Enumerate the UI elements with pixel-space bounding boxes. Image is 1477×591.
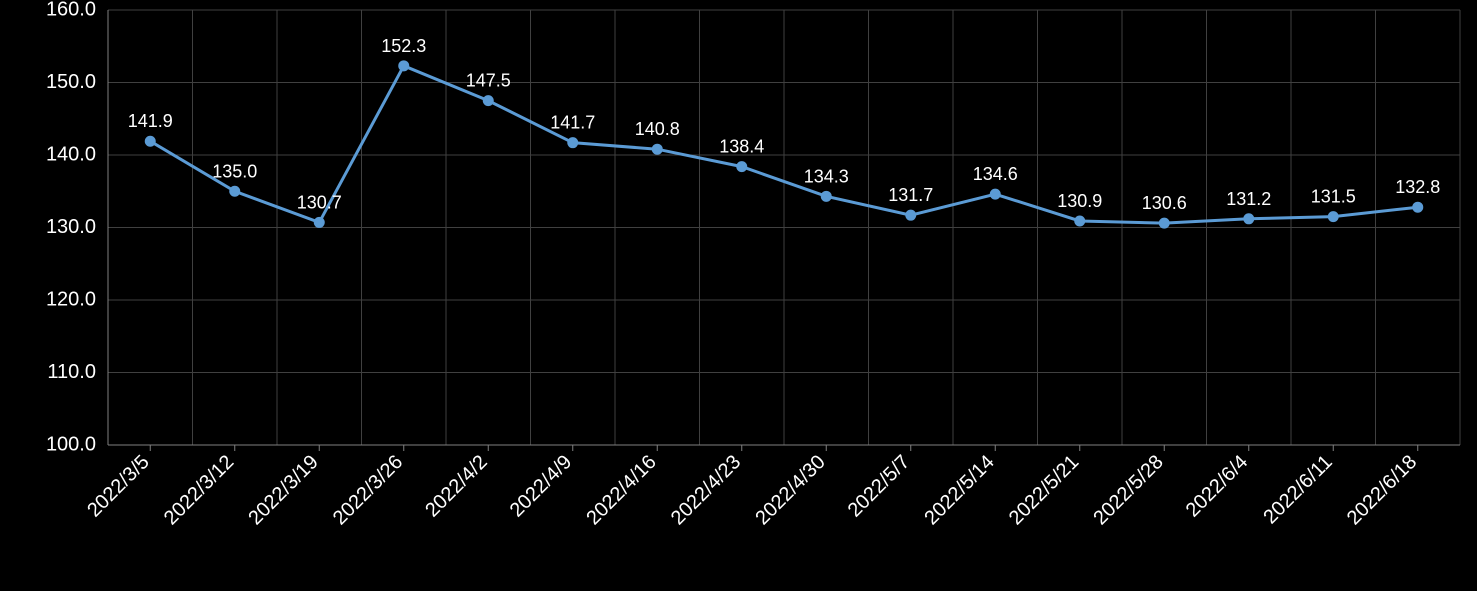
data-label: 147.5: [466, 71, 511, 91]
data-label: 130.9: [1057, 191, 1102, 211]
data-label: 134.6: [973, 164, 1018, 184]
data-label: 138.4: [719, 137, 764, 157]
data-point: [1328, 212, 1338, 222]
data-label: 131.5: [1311, 187, 1356, 207]
y-tick-label: 100.0: [46, 433, 96, 455]
data-label: 134.3: [804, 166, 849, 186]
chart-svg: 100.0110.0120.0130.0140.0150.0160.02022/…: [0, 0, 1477, 591]
data-point: [1413, 202, 1423, 212]
data-point: [1244, 214, 1254, 224]
y-tick-label: 150.0: [46, 71, 96, 93]
y-tick-label: 110.0: [47, 361, 96, 383]
data-point: [990, 189, 1000, 199]
data-point: [568, 138, 578, 148]
y-tick-label: 140.0: [46, 143, 96, 165]
data-point: [652, 144, 662, 154]
data-label: 141.9: [128, 111, 173, 131]
data-label: 132.8: [1395, 177, 1440, 197]
data-point: [821, 191, 831, 201]
data-point: [906, 210, 916, 220]
data-point: [1159, 218, 1169, 228]
data-point: [145, 136, 155, 146]
data-label: 131.2: [1226, 189, 1271, 209]
line-chart: 100.0110.0120.0130.0140.0150.0160.02022/…: [0, 0, 1477, 591]
data-point: [314, 217, 324, 227]
data-label: 152.3: [381, 36, 426, 56]
y-tick-label: 120.0: [46, 288, 96, 310]
data-point: [1075, 216, 1085, 226]
data-label: 130.6: [1142, 193, 1187, 213]
data-point: [483, 96, 493, 106]
data-point: [230, 186, 240, 196]
data-label: 141.7: [550, 113, 595, 133]
data-point: [737, 162, 747, 172]
y-tick-label: 160.0: [46, 0, 96, 20]
data-label: 130.7: [297, 192, 342, 212]
y-tick-label: 130.0: [46, 216, 96, 238]
data-point: [399, 61, 409, 71]
data-label: 131.7: [888, 185, 933, 205]
data-label: 140.8: [635, 119, 680, 139]
data-label: 135.0: [212, 161, 257, 181]
